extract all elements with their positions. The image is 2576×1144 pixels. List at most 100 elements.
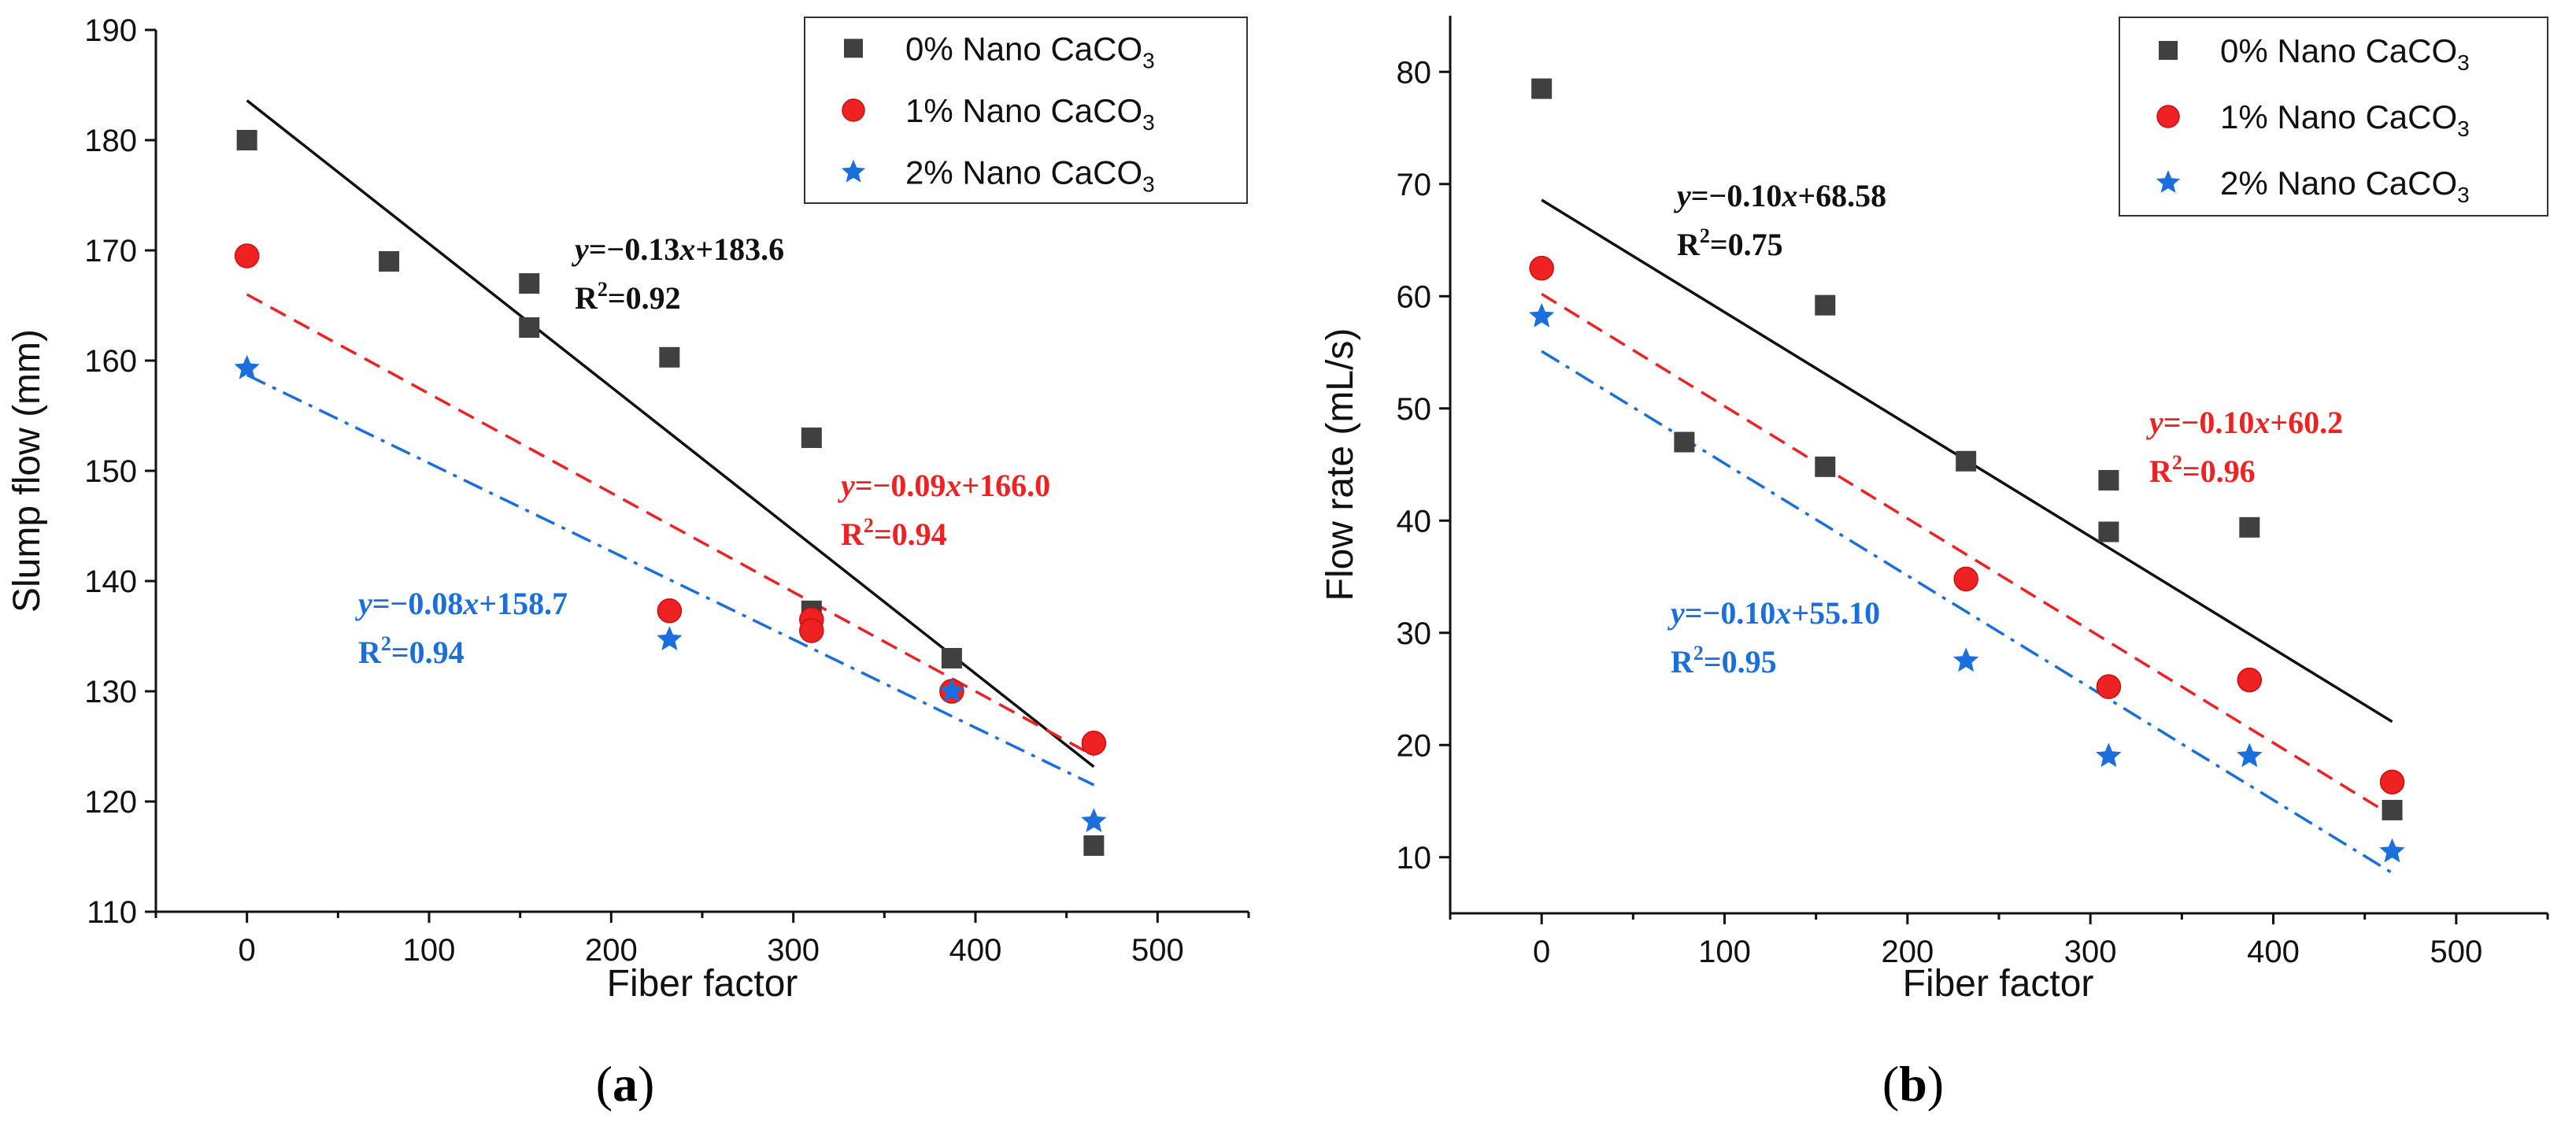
equation-series-1: y=−0.10x+68.58 — [1674, 178, 1886, 213]
r-squared-series-2: R2=0.94 — [841, 514, 947, 552]
data-point-series-3 — [2096, 742, 2122, 768]
r-squared-series-3: R2=0.94 — [358, 632, 464, 670]
data-point-series-1 — [2239, 516, 2260, 538]
panel-caption: (b) — [1882, 1056, 1944, 1112]
legend-label-series-2: 1% Nano CaCO3 — [905, 92, 1155, 135]
y-tick-label: 10 — [1397, 841, 1432, 876]
data-point-series-3 — [1953, 647, 1979, 672]
data-point-series-1 — [1531, 78, 1553, 99]
data-point-series-2 — [657, 598, 683, 624]
r-squared-series-3: R2=0.95 — [1671, 642, 1777, 679]
data-point-series-1 — [519, 317, 540, 338]
y-tick-label: 30 — [1397, 616, 1432, 651]
chart-1: 110 120 130 140 150 160 170 180 190 0 100 200 300 400… — [6, 13, 1250, 1112]
equation-series-3: y=−0.08x+158.7 — [355, 586, 568, 621]
data-point-series-1 — [659, 346, 680, 368]
y-tick-label: 70 — [1397, 168, 1432, 202]
r-squared-series-1: R2=0.92 — [575, 278, 681, 316]
y-tick-label: 80 — [1397, 55, 1432, 90]
equation-series-2: y=−0.10x+60.2 — [2146, 405, 2343, 440]
y-tick-label: 160 — [84, 344, 137, 379]
data-point-series-3 — [234, 354, 260, 379]
y-tick-label: 150 — [84, 454, 137, 489]
data-point-series-2 — [1081, 731, 1107, 756]
y-tick-label: 20 — [1397, 728, 1432, 763]
x-tick-label: 300 — [2064, 935, 2117, 969]
y-axis-title: Flow rate (mL/s) — [1319, 328, 1361, 602]
data-point-series-2 — [1529, 255, 1554, 281]
x-axis-title: Fiber factor — [1903, 963, 2094, 1005]
y-tick-label: 190 — [84, 13, 137, 48]
r-squared-series-2: R2=0.96 — [2149, 451, 2256, 489]
equation-series-1: y=−0.13x+183.6 — [572, 231, 784, 267]
fit-line-series-2 — [246, 293, 1095, 757]
data-point-series-1 — [519, 273, 540, 294]
data-point-series-1 — [1815, 294, 1836, 316]
legend-label-series-2: 1% Nano CaCO3 — [2220, 98, 2470, 141]
data-point-series-2 — [799, 618, 824, 643]
fit-line-series-3 — [246, 373, 1095, 787]
x-tick-label: 400 — [949, 933, 1002, 968]
y-tick-label: 60 — [1397, 280, 1432, 314]
legend-label-series-1: 0% Nano CaCO3 — [2220, 32, 2470, 75]
data-point-series-1 — [1674, 431, 1695, 453]
legend-label-series-3: 2% Nano CaCO3 — [905, 154, 1155, 197]
equation-series-3: y=−0.10x+55.10 — [1667, 595, 1880, 631]
legend-marker-series-2 — [842, 98, 865, 122]
chart-2: 10 20 30 40 50 60 70 80 0 100 200 300 400 500 Fiber fa… — [1319, 16, 2549, 1112]
x-tick-label: 100 — [403, 933, 456, 968]
panel-caption: (a) — [596, 1056, 655, 1112]
x-tick-label: 200 — [585, 933, 638, 968]
data-point-series-1 — [941, 648, 962, 668]
data-point-series-1 — [1815, 456, 1836, 477]
r-squared-series-1: R2=0.75 — [1677, 224, 1783, 262]
data-point-series-3 — [1081, 808, 1107, 832]
data-point-series-1 — [1956, 450, 1977, 472]
y-tick-label: 120 — [84, 785, 137, 820]
data-point-series-2 — [234, 243, 260, 268]
y-tick-label: 40 — [1397, 504, 1432, 539]
y-tick-label: 50 — [1397, 392, 1432, 427]
data-point-series-1 — [2098, 521, 2119, 542]
x-tick-label: 500 — [1131, 933, 1184, 968]
legend-marker-series-2 — [2156, 105, 2180, 128]
data-point-series-1 — [236, 130, 257, 150]
data-point-series-3 — [2237, 742, 2263, 768]
y-tick-label: 180 — [84, 124, 137, 158]
fit-line-series-2 — [1541, 292, 2393, 817]
x-tick-label: 300 — [767, 933, 820, 968]
y-axis-title: Slump flow (mm) — [6, 329, 48, 613]
x-tick-label: 200 — [1881, 935, 1934, 969]
legend-marker-series-1 — [844, 39, 863, 58]
legend-label-series-1: 0% Nano CaCO3 — [905, 30, 1155, 72]
legend-box — [804, 17, 1248, 204]
y-tick-label: 130 — [84, 675, 137, 709]
data-point-series-3 — [2379, 838, 2405, 863]
y-tick-label: 110 — [87, 895, 137, 930]
x-tick-label: 100 — [1698, 935, 1751, 969]
y-tick-label: 170 — [84, 234, 137, 268]
x-tick-label: 0 — [239, 933, 256, 968]
data-point-series-2 — [2096, 674, 2122, 699]
legend-label-series-3: 2% Nano CaCO3 — [2220, 165, 2470, 207]
data-point-series-3 — [657, 626, 683, 650]
data-point-series-1 — [801, 428, 822, 448]
legend-marker-series-3 — [2156, 170, 2181, 193]
data-point-series-3 — [1529, 302, 1555, 328]
x-axis-title: Fiber factor — [607, 963, 798, 1005]
data-point-series-1 — [2098, 469, 2119, 491]
y-tick-label: 140 — [84, 565, 137, 599]
data-point-series-2 — [2379, 769, 2405, 795]
legend-box — [2119, 17, 2548, 217]
data-point-series-1 — [2382, 799, 2403, 820]
data-point-series-1 — [1083, 835, 1105, 856]
x-tick-label: 400 — [2247, 935, 2300, 969]
data-point-series-2 — [2237, 667, 2263, 693]
x-tick-label: 0 — [1533, 935, 1550, 969]
data-point-series-1 — [379, 251, 400, 272]
data-point-series-3 — [938, 678, 965, 702]
legend-marker-series-3 — [841, 159, 866, 183]
data-point-series-2 — [1953, 566, 1978, 592]
x-tick-label: 500 — [2430, 935, 2482, 969]
